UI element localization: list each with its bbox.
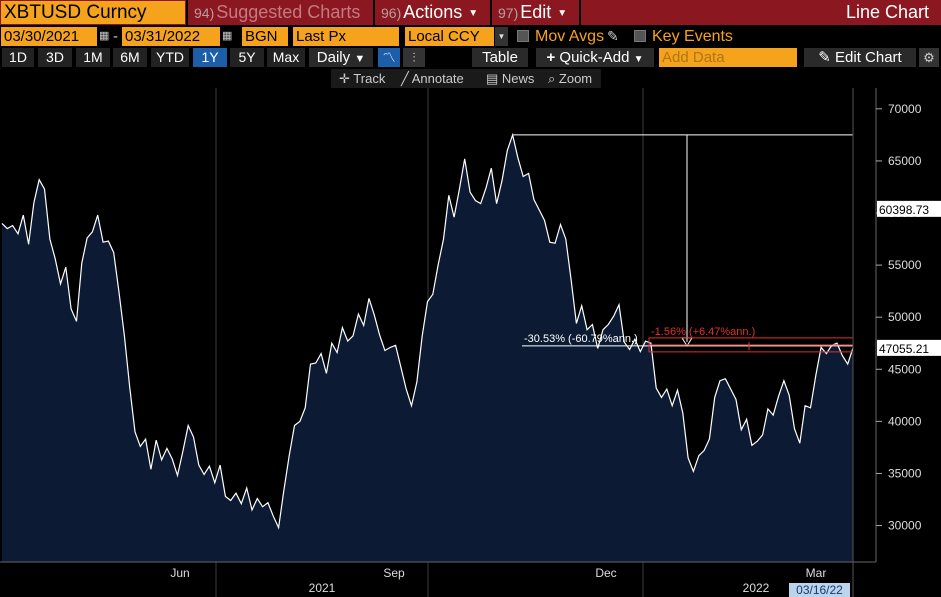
y-tick-label: 30000 <box>888 519 922 533</box>
edit-menu[interactable]: 97) Edit ▼ <box>498 0 567 25</box>
settings-bar: 03/30/2021 ▦ - 03/31/2022 ▦ BGN Last Px … <box>0 27 941 46</box>
x-tick-label: Sep <box>383 566 405 580</box>
gear-icon[interactable]: ⚙ <box>919 48 939 67</box>
x-tick-label: Mar <box>806 566 827 580</box>
quick-add-label: Quick-Add <box>559 49 630 66</box>
start-date-field[interactable]: 03/30/2021 <box>1 27 97 46</box>
key-events-checkbox[interactable] <box>634 30 646 42</box>
y-tick-label: 40000 <box>888 414 922 428</box>
title-bar: XBTUSD Curncy 94) Suggested Charts 96) Act… <box>0 0 941 25</box>
frequency-dropdown[interactable]: Daily ▼ <box>309 48 373 67</box>
y-tick-label: 50000 <box>888 310 922 324</box>
news-label: News <box>501 71 535 86</box>
period-6m-button[interactable]: 6M <box>113 48 147 67</box>
add-data-input[interactable]: Add Data <box>659 48 797 67</box>
calendar-icon[interactable]: ▦ <box>222 30 233 42</box>
period-1m-button[interactable]: 1M <box>76 48 110 67</box>
reference-price-label-box <box>877 200 941 217</box>
table-button[interactable]: Table <box>472 48 528 67</box>
period-toolbar: 1D 3D 1M 6M YTD 1Y 5Y Max Daily ▼ 〽 ⫶ Ta… <box>0 47 941 68</box>
bar-chart-icon[interactable]: ⫶ <box>403 48 425 67</box>
period-3d-button[interactable]: 3D <box>38 48 72 67</box>
date-separator: - <box>113 28 118 45</box>
source-field[interactable]: BGN <box>242 27 288 46</box>
menu-number: 96) <box>381 5 402 21</box>
annotate-tool[interactable]: ╱ Annotate <box>401 69 464 88</box>
field-selector[interactable]: Last Px <box>293 27 399 46</box>
year-label: 2022 <box>743 581 770 595</box>
key-events-label: Key Events <box>652 28 733 45</box>
zoom-icon: ⌕ <box>548 71 556 86</box>
pencil-icon[interactable]: ✎ <box>607 28 619 44</box>
period-5y-button[interactable]: 5Y <box>230 48 264 67</box>
news-icon: ▤ <box>486 71 499 86</box>
dropdown-arrow-icon: ▼ <box>354 53 366 65</box>
currency-dropdown-icon[interactable]: ▼ <box>495 27 508 46</box>
period-1d-button[interactable]: 1D <box>2 48 34 67</box>
dropdown-arrow-icon: ▼ <box>633 54 644 65</box>
period-ytd-button[interactable]: YTD <box>151 48 189 67</box>
window-title: Line Chart <box>845 2 929 22</box>
line-tool-icon: ╱ <box>401 71 409 86</box>
divider <box>579 0 581 25</box>
edit-chart-button[interactable]: ✎ Edit Chart <box>804 48 916 67</box>
end-date-field[interactable]: 03/31/2022 <box>122 27 220 46</box>
dropdown-arrow-icon: ▼ <box>468 8 479 19</box>
line-chart-icon[interactable]: 〽 <box>378 48 400 67</box>
price-area <box>2 134 853 562</box>
year-label: 2021 <box>309 581 336 595</box>
last-price-label: 47055.21 <box>879 342 929 356</box>
crosshair-icon: ✛ <box>339 71 350 86</box>
track-tool[interactable]: ✛ Track <box>339 69 385 88</box>
period-1y-button[interactable]: 1Y <box>193 48 227 67</box>
edit-label: Edit <box>520 2 552 22</box>
y-tick-label: 35000 <box>888 466 922 480</box>
y-tick-label: 55000 <box>888 258 922 272</box>
dropdown-arrow-icon: ▼ <box>557 8 568 19</box>
quick-add-button[interactable]: + Quick-Add ▼ <box>536 48 654 67</box>
calendar-icon[interactable]: ▦ <box>99 30 110 42</box>
ticker-field[interactable]: XBTUSD Curncy <box>1 1 185 24</box>
mov-avgs-checkbox[interactable] <box>517 30 529 42</box>
chart-tools-bar: ✛ Track ╱ Annotate ▤ News ⌕ Zoom <box>331 69 601 88</box>
y-tick-label: 65000 <box>888 154 922 168</box>
measure-red-label: -1.56% (+6.47%ann.) <box>651 326 755 338</box>
plus-icon: + <box>546 49 556 66</box>
x-tick-label: Jun <box>170 566 189 580</box>
mov-avgs-label: Mov Avgs <box>535 28 605 45</box>
divider <box>186 0 188 25</box>
last-price-label-box <box>877 339 941 356</box>
zoom-label: Zoom <box>558 71 593 86</box>
suggested-charts-label: Suggested Charts <box>216 2 361 22</box>
price-line <box>1 132 854 530</box>
pencil-icon: ✎ <box>818 49 831 66</box>
measure-main-label: -30.53% (-60.79%ann.) <box>524 333 638 345</box>
annotate-label: Annotate <box>411 71 464 86</box>
actions-label: Actions <box>403 2 463 22</box>
news-tool[interactable]: ▤ News <box>486 69 534 88</box>
suggested-charts-menu[interactable]: 94) Suggested Charts <box>194 0 360 25</box>
menu-number: 97) <box>498 5 519 21</box>
frequency-label: Daily <box>316 49 351 66</box>
actions-menu[interactable]: 96) Actions ▼ <box>381 0 478 25</box>
divider <box>490 0 492 25</box>
divider <box>373 0 375 25</box>
edit-chart-label: Edit Chart <box>835 49 902 66</box>
reference-price-label: 60398.73 <box>879 203 929 217</box>
x-tick-label: Dec <box>595 566 616 580</box>
y-tick-label: 70000 <box>888 102 922 116</box>
period-max-button[interactable]: Max <box>267 48 305 67</box>
zoom-tool[interactable]: ⌕ Zoom <box>548 69 592 88</box>
y-tick-label: 45000 <box>888 362 922 376</box>
currency-selector[interactable]: Local CCY <box>405 27 494 46</box>
menu-number: 94) <box>194 5 215 21</box>
track-label: Track <box>353 71 386 86</box>
